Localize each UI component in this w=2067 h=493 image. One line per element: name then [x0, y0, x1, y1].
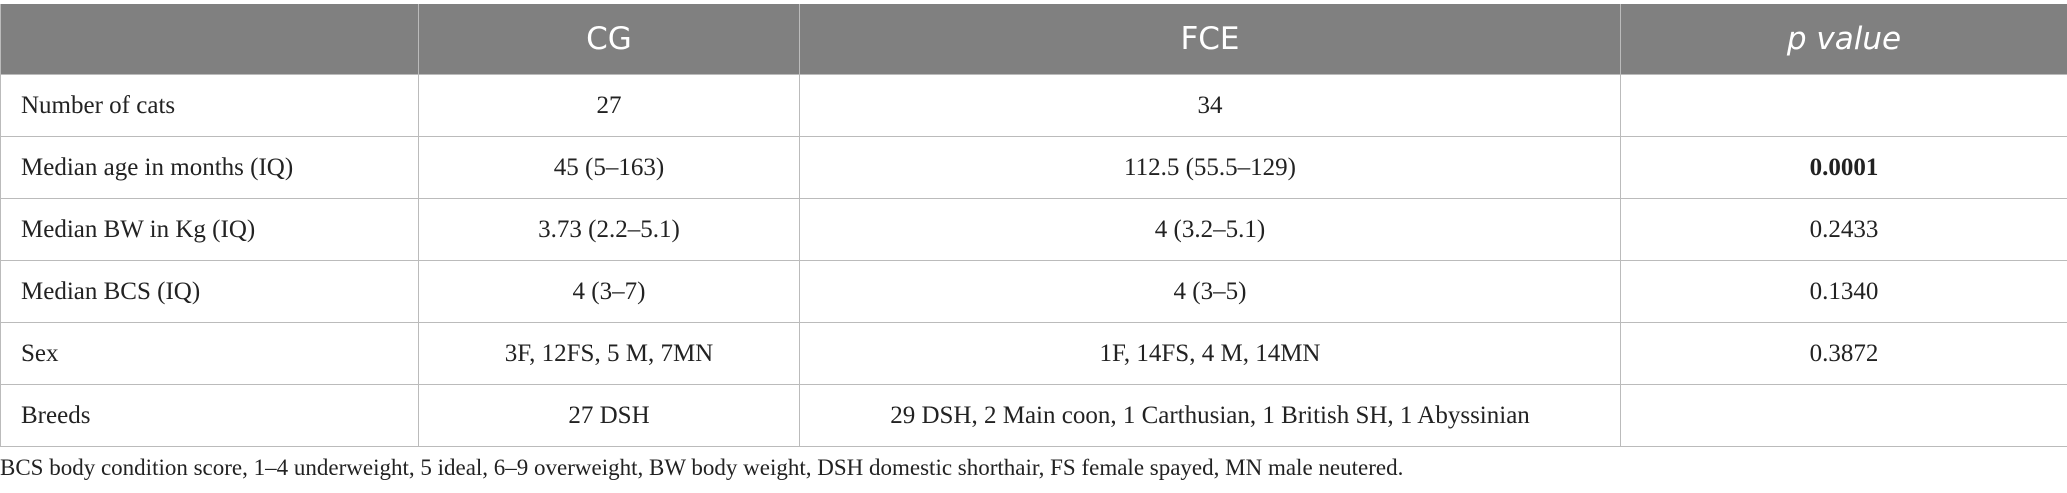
table-row: Breeds 27 DSH 29 DSH, 2 Main coon, 1 Carth… — [0, 384, 2067, 447]
table-cell: 0.0001 — [1620, 136, 2067, 199]
table-cell: 29 DSH, 2 Main coon, 1 Carthusian, 1 Bri… — [799, 384, 1621, 447]
table-cell — [1620, 384, 2067, 447]
header-cell: p value — [1620, 4, 2067, 75]
table-row: Number of cats 27 34 — [0, 74, 2067, 137]
table-cell: 0.3872 — [1620, 322, 2067, 385]
table-cell: 4 (3–5) — [799, 260, 1621, 323]
data-table: CG FCE p value Number of cats 27 34 Median … — [0, 4, 2067, 447]
table-cell: Sex — [0, 322, 419, 385]
table-cell: Median BW in Kg (IQ) — [0, 198, 419, 261]
table-cell — [1620, 74, 2067, 137]
header-cell: CG — [418, 4, 800, 75]
table-cell: Median age in months (IQ) — [0, 136, 419, 199]
header-cell — [0, 4, 419, 75]
table-cell: 34 — [799, 74, 1621, 137]
table-cell: 45 (5–163) — [418, 136, 800, 199]
table-cell: 1F, 14FS, 4 M, 14MN — [799, 322, 1621, 385]
footnote: BCS body condition score, 1–4 underweigh… — [0, 455, 1404, 480]
table-cell: Breeds — [0, 384, 419, 447]
table-cell: 27 DSH — [418, 384, 800, 447]
header-row: CG FCE p value — [0, 4, 2067, 75]
table-cell: 0.1340 — [1620, 260, 2067, 323]
table-row: Median age in months (IQ) 45 (5–163) 112.5… — [0, 136, 2067, 199]
table-cell: 112.5 (55.5–129) — [799, 136, 1621, 199]
table-cell: 27 — [418, 74, 800, 137]
header-cell: FCE — [799, 4, 1621, 75]
table-cell: 3.73 (2.2–5.1) — [418, 198, 800, 261]
table-cell: 3F, 12FS, 5 M, 7MN — [418, 322, 800, 385]
table-row: Sex 3F, 12FS, 5 M, 7MN 1F, 14FS, 4 M, 14MN… — [0, 322, 2067, 385]
table-cell: 4 (3–7) — [418, 260, 800, 323]
table-cell: Median BCS (IQ) — [0, 260, 419, 323]
table-cell: 0.2433 — [1620, 198, 2067, 261]
table-cell: 4 (3.2–5.1) — [799, 198, 1621, 261]
table-row: Median BW in Kg (IQ) 3.73 (2.2–5.1) 4 (3.2… — [0, 198, 2067, 261]
table-body: Number of cats 27 34 Median age in months (… — [0, 74, 2067, 447]
table-row: Median BCS (IQ) 4 (3–7) 4 (3–5) 0.1340 — [0, 260, 2067, 323]
table-cell: Number of cats — [0, 74, 419, 137]
